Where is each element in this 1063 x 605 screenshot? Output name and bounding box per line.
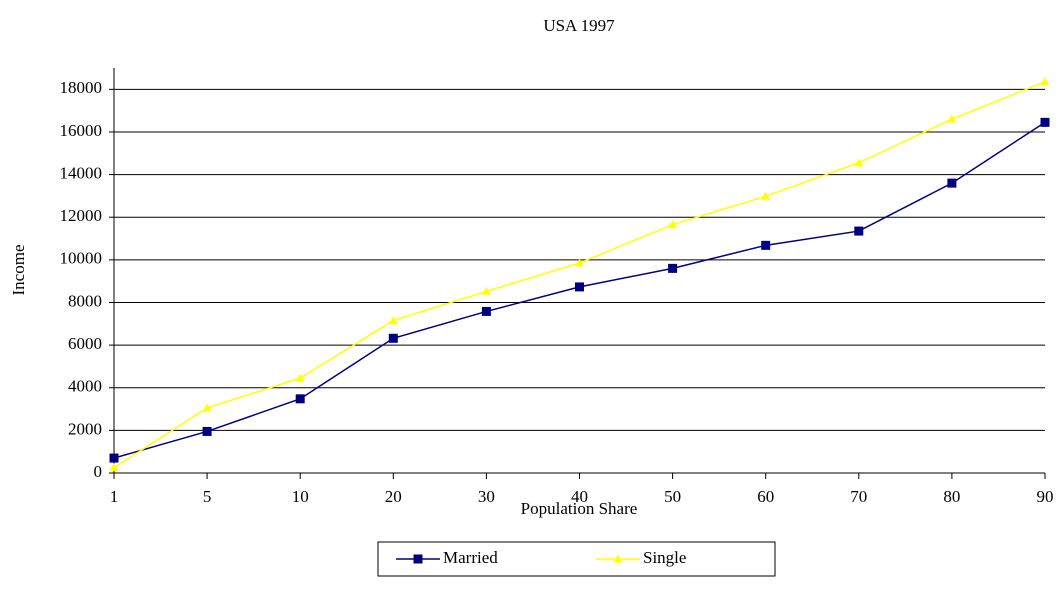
marker	[761, 191, 771, 200]
marker	[481, 306, 491, 316]
legend-label: Married	[443, 548, 498, 567]
marker	[1040, 117, 1050, 127]
marker	[388, 316, 398, 325]
y-tick-label: 0	[94, 462, 103, 481]
marker	[668, 220, 678, 229]
marker	[761, 240, 771, 250]
y-tick-label: 6000	[68, 334, 102, 353]
x-tick-label: 40	[571, 487, 588, 506]
y-tick-label: 10000	[60, 249, 103, 268]
y-tick-label: 14000	[60, 163, 103, 182]
x-tick-label: 80	[943, 487, 960, 506]
x-tick-label: 70	[850, 487, 867, 506]
marker	[413, 554, 423, 564]
marker	[613, 554, 623, 563]
marker	[295, 394, 305, 404]
marker	[668, 263, 678, 273]
marker	[854, 158, 864, 167]
marker	[575, 258, 584, 267]
chart-title: USA 1997	[543, 16, 615, 35]
y-tick-label: 2000	[68, 419, 102, 438]
legend-label: Single	[643, 548, 686, 567]
x-tick-label: 20	[385, 487, 402, 506]
marker	[202, 403, 212, 412]
x-tick-label: 10	[292, 487, 309, 506]
y-tick-label: 4000	[68, 377, 102, 396]
x-tick-label: 60	[757, 487, 774, 506]
legend: Married Single	[377, 541, 776, 577]
x-tick-label: 30	[478, 487, 495, 506]
legend-box	[377, 541, 776, 577]
marker	[481, 286, 491, 295]
marker	[109, 463, 119, 472]
marker	[295, 373, 305, 382]
y-tick-label: 8000	[68, 291, 102, 310]
marker	[202, 426, 212, 436]
x-tick-label: 50	[664, 487, 681, 506]
y-tick-label: 12000	[60, 206, 103, 225]
marker	[854, 226, 864, 236]
x-axis-title: Population Share	[521, 499, 638, 518]
y-axis-title: Income	[9, 245, 28, 296]
marker	[388, 333, 398, 343]
marker	[1040, 77, 1050, 86]
marker	[109, 453, 119, 463]
x-tick-label: 1	[110, 487, 119, 506]
series-line	[113, 81, 1046, 469]
y-tick-label: 16000	[60, 121, 103, 140]
marker	[947, 178, 957, 188]
x-tick-label: 90	[1037, 487, 1054, 506]
marker	[947, 114, 957, 123]
marker	[575, 282, 584, 292]
y-tick-label: 18000	[60, 78, 103, 97]
x-tick-label: 5	[203, 487, 212, 506]
